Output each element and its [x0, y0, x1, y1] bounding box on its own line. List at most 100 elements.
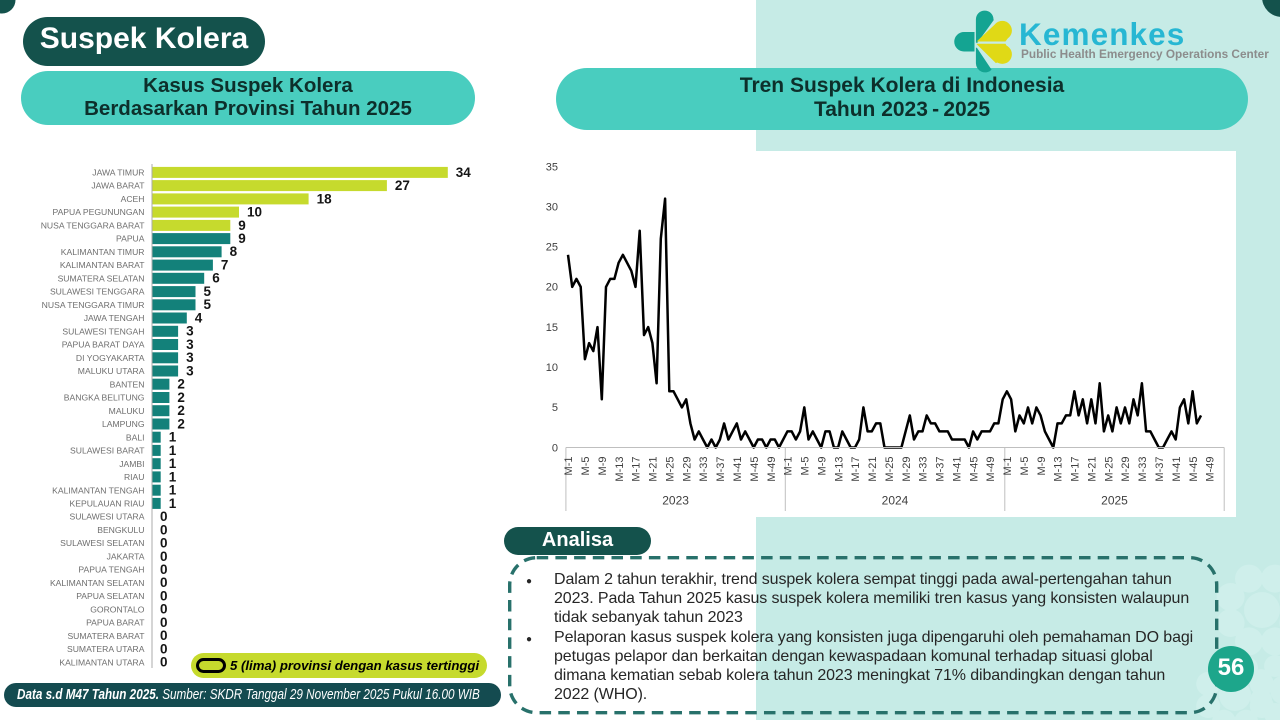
svg-text:5: 5	[204, 297, 212, 312]
svg-text:NUSA TENGGARA TIMUR: NUSA TENGGARA TIMUR	[42, 300, 145, 310]
svg-text:M-1: M-1	[1002, 457, 1014, 476]
svg-text:8: 8	[230, 244, 238, 259]
svg-text:KALIMANTAN SELATAN: KALIMANTAN SELATAN	[50, 578, 145, 588]
svg-text:3: 3	[186, 337, 194, 352]
svg-text:3: 3	[186, 363, 194, 378]
svg-text:M-33: M-33	[918, 457, 930, 482]
svg-text:M-25: M-25	[665, 457, 677, 482]
svg-text:10: 10	[546, 362, 558, 374]
svg-text:M-13: M-13	[1053, 457, 1065, 482]
svg-text:BANGKA BELITUNG: BANGKA BELITUNG	[64, 393, 145, 403]
svg-text:0: 0	[160, 575, 168, 590]
svg-text:SULAWESI BARAT: SULAWESI BARAT	[70, 446, 145, 456]
svg-text:0: 0	[552, 442, 558, 454]
svg-text:M-13: M-13	[614, 457, 626, 482]
svg-text:NUSA TENGGARA BARAT: NUSA TENGGARA BARAT	[41, 220, 146, 230]
svg-text:0: 0	[160, 589, 168, 604]
svg-text:M-9: M-9	[1036, 457, 1048, 476]
svg-text:M-37: M-37	[715, 457, 727, 482]
svg-text:M-9: M-9	[816, 457, 828, 476]
svg-text:27: 27	[395, 178, 410, 193]
svg-text:M-5: M-5	[1019, 457, 1031, 476]
svg-text:5: 5	[204, 284, 212, 299]
svg-text:0: 0	[160, 628, 168, 643]
svg-text:M-25: M-25	[1103, 457, 1115, 482]
svg-text:SULAWESI TENGGARA: SULAWESI TENGGARA	[50, 287, 145, 297]
svg-text:M-1: M-1	[563, 457, 575, 476]
svg-text:M-41: M-41	[951, 457, 963, 482]
svg-text:KEPULAUAN RIAU: KEPULAUAN RIAU	[70, 499, 145, 509]
svg-text:PAPUA PEGUNUNGAN: PAPUA PEGUNUNGAN	[52, 207, 144, 217]
svg-text:2: 2	[177, 403, 185, 418]
svg-text:3: 3	[186, 350, 194, 365]
svg-text:KALIMANTAN TENGAH: KALIMANTAN TENGAH	[52, 485, 144, 495]
svg-text:3: 3	[186, 324, 194, 339]
svg-text:M-21: M-21	[648, 457, 660, 482]
svg-text:SULAWESI UTARA: SULAWESI UTARA	[70, 512, 145, 522]
svg-text:0: 0	[160, 536, 168, 551]
svg-text:M-49: M-49	[985, 457, 997, 482]
svg-text:2024: 2024	[882, 494, 909, 508]
svg-text:M-29: M-29	[901, 457, 913, 482]
svg-text:M-17: M-17	[631, 457, 643, 482]
svg-text:25: 25	[546, 242, 558, 254]
svg-text:0: 0	[160, 509, 168, 524]
svg-text:0: 0	[160, 602, 168, 617]
svg-text:SULAWESI SELATAN: SULAWESI SELATAN	[60, 538, 144, 548]
svg-text:ACEH: ACEH	[121, 194, 145, 204]
svg-text:2025: 2025	[1101, 494, 1128, 508]
svg-text:M-21: M-21	[867, 457, 879, 482]
svg-text:M-41: M-41	[1171, 457, 1183, 482]
svg-text:KALIMANTAN BARAT: KALIMANTAN BARAT	[60, 260, 145, 270]
svg-text:M-21: M-21	[1087, 457, 1099, 482]
svg-text:M-33: M-33	[698, 457, 710, 482]
svg-text:M-45: M-45	[749, 457, 761, 482]
svg-text:6: 6	[212, 271, 220, 286]
svg-text:KALIMANTAN TIMUR: KALIMANTAN TIMUR	[61, 247, 145, 257]
svg-text:M-37: M-37	[1154, 457, 1166, 482]
svg-text:SUMATERA SELATAN: SUMATERA SELATAN	[58, 273, 145, 283]
svg-text:M-9: M-9	[597, 457, 609, 476]
svg-text:1: 1	[169, 483, 177, 498]
svg-text:0: 0	[160, 655, 168, 670]
svg-text:M-13: M-13	[833, 457, 845, 482]
svg-text:M-33: M-33	[1137, 457, 1149, 482]
svg-text:MALUKU: MALUKU	[109, 406, 145, 416]
svg-text:2: 2	[177, 416, 185, 431]
svg-text:GORONTALO: GORONTALO	[90, 604, 145, 614]
svg-text:BANTEN: BANTEN	[110, 379, 145, 389]
svg-text:PAPUA: PAPUA	[116, 234, 145, 244]
svg-text:M-5: M-5	[800, 457, 812, 476]
svg-text:PAPUA TENGAH: PAPUA TENGAH	[78, 565, 144, 575]
svg-text:M-29: M-29	[1120, 457, 1132, 482]
svg-text:M-1: M-1	[783, 457, 795, 476]
svg-text:BALI: BALI	[126, 432, 145, 442]
svg-text:M-5: M-5	[580, 457, 592, 476]
svg-text:30: 30	[546, 201, 558, 213]
svg-text:JAWA BARAT: JAWA BARAT	[91, 181, 145, 191]
svg-text:SULAWESI TENGAH: SULAWESI TENGAH	[62, 326, 144, 336]
svg-text:1: 1	[169, 469, 177, 484]
svg-text:M-17: M-17	[1070, 457, 1082, 482]
svg-text:LAMPUNG: LAMPUNG	[102, 419, 145, 429]
svg-text:4: 4	[195, 310, 203, 325]
svg-text:JAWA TIMUR: JAWA TIMUR	[92, 168, 144, 178]
svg-text:M-41: M-41	[732, 457, 744, 482]
svg-text:15: 15	[546, 322, 558, 334]
svg-text:35: 35	[546, 161, 558, 173]
svg-text:2023: 2023	[662, 494, 689, 508]
svg-text:0: 0	[160, 522, 168, 537]
svg-text:M-25: M-25	[884, 457, 896, 482]
svg-text:M-17: M-17	[850, 457, 862, 482]
svg-text:0: 0	[160, 549, 168, 564]
svg-text:9: 9	[238, 231, 246, 246]
svg-text:JAKARTA: JAKARTA	[107, 551, 145, 561]
svg-text:2: 2	[177, 377, 185, 392]
svg-text:M-29: M-29	[681, 457, 693, 482]
svg-text:SUMATERA UTARA: SUMATERA UTARA	[67, 644, 145, 654]
svg-text:1: 1	[169, 456, 177, 471]
svg-text:RIAU: RIAU	[124, 472, 145, 482]
svg-text:MALUKU UTARA: MALUKU UTARA	[78, 366, 145, 376]
svg-text:7: 7	[221, 258, 229, 273]
svg-text:M-45: M-45	[968, 457, 980, 482]
